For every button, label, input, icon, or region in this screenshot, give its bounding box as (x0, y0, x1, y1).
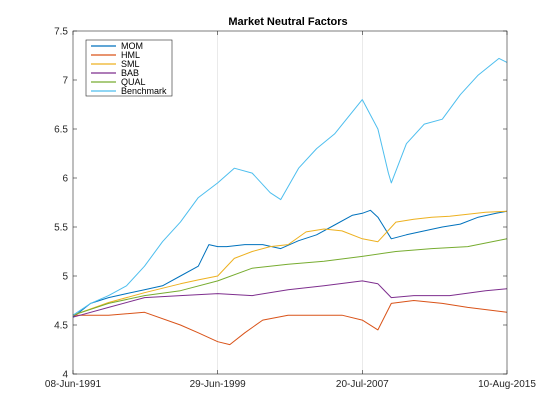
axis-ticks: 08-Jun-1991 29-Jun-1999 20-Jul-2007 10-Aug-… (45, 27, 536, 391)
legend-label-hml: HML (121, 50, 140, 60)
x-tick-label-20-jul-2007: 20-Jul-2007 (336, 379, 389, 390)
y-tick-label-4: 4 (62, 370, 68, 381)
legend-label-bab: BAB (121, 68, 139, 78)
legend-label-qual: QUAL (121, 77, 146, 87)
series-line-mom (72, 209, 508, 318)
y-tick-label-4-5: 4.5 (54, 321, 68, 332)
plot-area-frame (72, 30, 508, 375)
y-tick-label-7-5: 7.5 (54, 27, 68, 38)
legend-label-benchmark: Benchmark (121, 86, 167, 96)
series-line-bab (72, 280, 508, 318)
grid-lines (217, 31, 363, 374)
legend-box (85, 39, 173, 97)
series-line-sml (72, 210, 508, 316)
series-lines (72, 57, 508, 346)
y-tick-label-7: 7 (62, 76, 68, 87)
series-line-qual (72, 238, 508, 316)
legend: MOM HML SML BAB QUAL Benchmark (85, 39, 173, 97)
series-line-hml (73, 300, 508, 346)
legend-label-mom: MOM (121, 41, 143, 51)
series-line-benchmark (72, 57, 508, 316)
x-tick-label-08-jun-1991: 08-Jun-1991 (45, 379, 102, 390)
legend-label-sml: SML (121, 59, 140, 69)
y-tick-label-6-5: 6.5 (54, 125, 68, 136)
x-tick-label-29-jun-1999: 29-Jun-1999 (190, 379, 247, 390)
chart-title: Market Neutral Factors (228, 16, 347, 28)
y-tick-label-6: 6 (62, 174, 68, 185)
y-tick-label-5: 5 (62, 272, 68, 283)
x-tick-label-10-aug-2015: 10-Aug-2015 (478, 379, 536, 390)
y-tick-label-5-5: 5.5 (54, 223, 68, 234)
